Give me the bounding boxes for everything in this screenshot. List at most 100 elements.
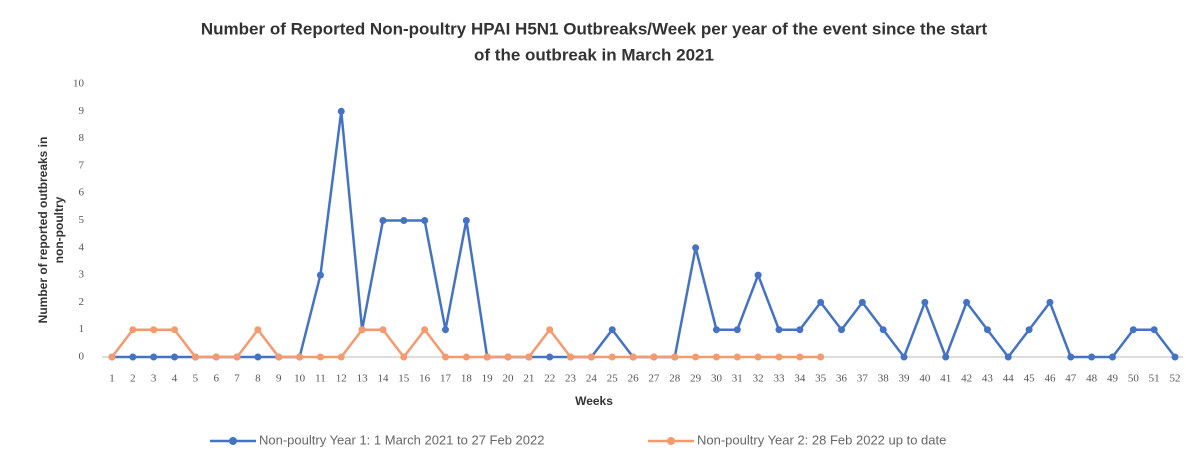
x-tick-label: 29 bbox=[690, 373, 702, 385]
chart-title: of the outbreak in March 2021 bbox=[474, 45, 714, 64]
x-tick-label: 52 bbox=[1170, 373, 1181, 385]
data-point bbox=[629, 353, 637, 361]
data-point bbox=[1046, 298, 1054, 306]
x-tick-label: 31 bbox=[732, 373, 743, 385]
x-tick-label: 7 bbox=[234, 373, 240, 385]
data-point bbox=[712, 326, 720, 334]
data-point bbox=[441, 353, 449, 361]
data-point bbox=[1129, 326, 1137, 334]
x-tick-label: 4 bbox=[172, 373, 178, 385]
data-point bbox=[692, 244, 700, 252]
x-tick-label: 51 bbox=[1149, 373, 1160, 385]
data-point bbox=[733, 353, 741, 361]
data-point bbox=[942, 353, 950, 361]
x-tick-label: 19 bbox=[482, 373, 494, 385]
x-axis-label: Weeks bbox=[575, 394, 613, 408]
data-point bbox=[254, 353, 262, 361]
data-point bbox=[692, 353, 700, 361]
y-tick-label: 3 bbox=[79, 269, 85, 281]
x-tick-label: 22 bbox=[544, 373, 555, 385]
data-point bbox=[275, 353, 283, 361]
x-tick-label: 5 bbox=[193, 373, 199, 385]
data-point bbox=[879, 326, 887, 334]
data-point bbox=[1004, 353, 1012, 361]
data-point bbox=[963, 298, 971, 306]
x-tick-label: 27 bbox=[648, 373, 660, 385]
data-point bbox=[900, 353, 908, 361]
legend-label: Non-poultry Year 2: 28 Feb 2022 up to da… bbox=[697, 432, 946, 447]
x-tick-label: 18 bbox=[461, 373, 473, 385]
data-point bbox=[441, 326, 449, 334]
data-point bbox=[754, 271, 762, 279]
x-tick-label: 21 bbox=[523, 373, 534, 385]
data-point bbox=[921, 298, 929, 306]
data-point bbox=[671, 353, 679, 361]
data-point bbox=[150, 353, 158, 361]
series-line bbox=[111, 328, 821, 359]
data-point bbox=[421, 326, 429, 334]
data-point bbox=[796, 353, 804, 361]
data-point bbox=[775, 326, 783, 334]
x-tick-label: 39 bbox=[899, 373, 911, 385]
data-point bbox=[1108, 353, 1116, 361]
y-tick-label: 4 bbox=[79, 241, 85, 253]
x-tick-label: 3 bbox=[151, 373, 157, 385]
x-tick-label: 33 bbox=[773, 373, 785, 385]
data-point bbox=[233, 353, 241, 361]
x-tick-label: 10 bbox=[294, 373, 306, 385]
x-tick-label: 41 bbox=[940, 373, 951, 385]
data-point bbox=[129, 353, 137, 361]
x-tick-label: 8 bbox=[255, 373, 261, 385]
data-point bbox=[400, 353, 408, 361]
x-tick-label: 15 bbox=[398, 373, 410, 385]
legend-marker bbox=[229, 437, 237, 445]
series-line bbox=[112, 110, 1176, 359]
x-tick-label: 9 bbox=[276, 373, 282, 385]
chart-title: Number of Reported Non-poultry HPAI H5N1… bbox=[201, 19, 988, 38]
y-tick-label: 0 bbox=[79, 351, 85, 363]
data-point bbox=[796, 326, 804, 334]
x-tick-label: 14 bbox=[377, 373, 389, 385]
data-point bbox=[858, 298, 866, 306]
x-tick-label: 42 bbox=[961, 373, 972, 385]
data-point bbox=[212, 353, 220, 361]
data-point bbox=[171, 353, 179, 361]
data-point bbox=[358, 326, 366, 334]
data-point bbox=[1171, 353, 1179, 361]
data-point bbox=[525, 353, 533, 361]
y-tick-label: 10 bbox=[73, 78, 85, 90]
x-tick-label: 46 bbox=[1044, 373, 1056, 385]
x-tick-label: 35 bbox=[815, 373, 827, 385]
data-point bbox=[254, 326, 262, 334]
x-tick-label: 38 bbox=[878, 373, 890, 385]
data-point bbox=[337, 353, 345, 361]
y-tick-label: 8 bbox=[79, 132, 85, 144]
data-point bbox=[1088, 353, 1096, 361]
data-point bbox=[608, 326, 616, 334]
x-tick-label: 49 bbox=[1107, 373, 1119, 385]
data-point bbox=[129, 326, 137, 334]
data-point bbox=[108, 353, 116, 361]
data-point bbox=[316, 271, 324, 279]
x-tick-label: 25 bbox=[607, 373, 619, 385]
data-point bbox=[462, 353, 470, 361]
data-point bbox=[400, 217, 408, 224]
data-point bbox=[712, 353, 720, 361]
data-point bbox=[316, 353, 324, 361]
x-tick-label: 23 bbox=[565, 373, 577, 385]
data-point bbox=[650, 353, 658, 361]
x-tick-label: 2 bbox=[130, 373, 136, 385]
x-tick-label: 17 bbox=[440, 373, 452, 385]
legend-marker bbox=[667, 437, 675, 445]
data-point bbox=[379, 217, 387, 224]
data-point bbox=[817, 353, 825, 361]
y-axis-label: non-poultry bbox=[52, 196, 66, 263]
x-tick-label: 30 bbox=[711, 373, 723, 385]
data-point bbox=[296, 353, 304, 361]
data-point bbox=[754, 353, 762, 361]
data-point bbox=[817, 298, 825, 306]
data-point bbox=[608, 353, 616, 361]
x-tick-label: 24 bbox=[586, 373, 598, 385]
y-tick-label: 6 bbox=[79, 187, 85, 199]
